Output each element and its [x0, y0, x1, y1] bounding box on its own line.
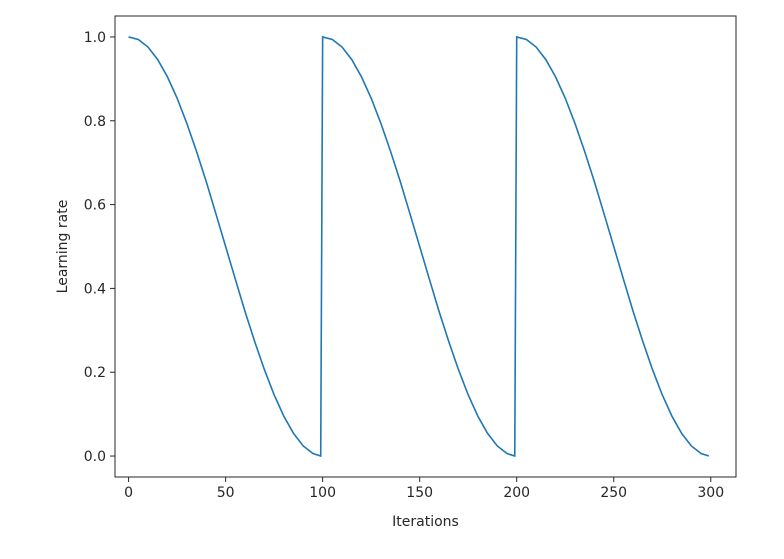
x-tick-label: 50 — [217, 485, 235, 501]
x-tick-label: 150 — [406, 485, 433, 501]
y-axis-ticks: 0.0 0.2 0.4 0.6 0.8 1.0 — [84, 30, 115, 465]
y-tick-label: 0.6 — [84, 198, 106, 214]
y-tick-label: 1.0 — [84, 30, 106, 46]
y-tick-label: 0.8 — [84, 114, 106, 130]
y-axis-label: Learning rate — [55, 200, 71, 294]
y-tick-label: 0.2 — [84, 365, 106, 381]
y-tick-label: 0.4 — [84, 281, 106, 297]
plot-frame — [114, 15, 737, 478]
x-tick-label: 250 — [600, 485, 627, 501]
x-tick-label: 200 — [503, 485, 530, 501]
learning-rate-line — [128, 35, 710, 458]
x-tick-label: 100 — [309, 485, 336, 501]
x-axis-ticks: 0 50 100 150 200 250 300 — [124, 477, 724, 501]
x-axis-label: Iterations — [392, 514, 459, 530]
y-tick-label: 0.0 — [84, 449, 106, 465]
x-tick-label: 300 — [697, 485, 724, 501]
x-tick-label: 0 — [124, 485, 133, 501]
